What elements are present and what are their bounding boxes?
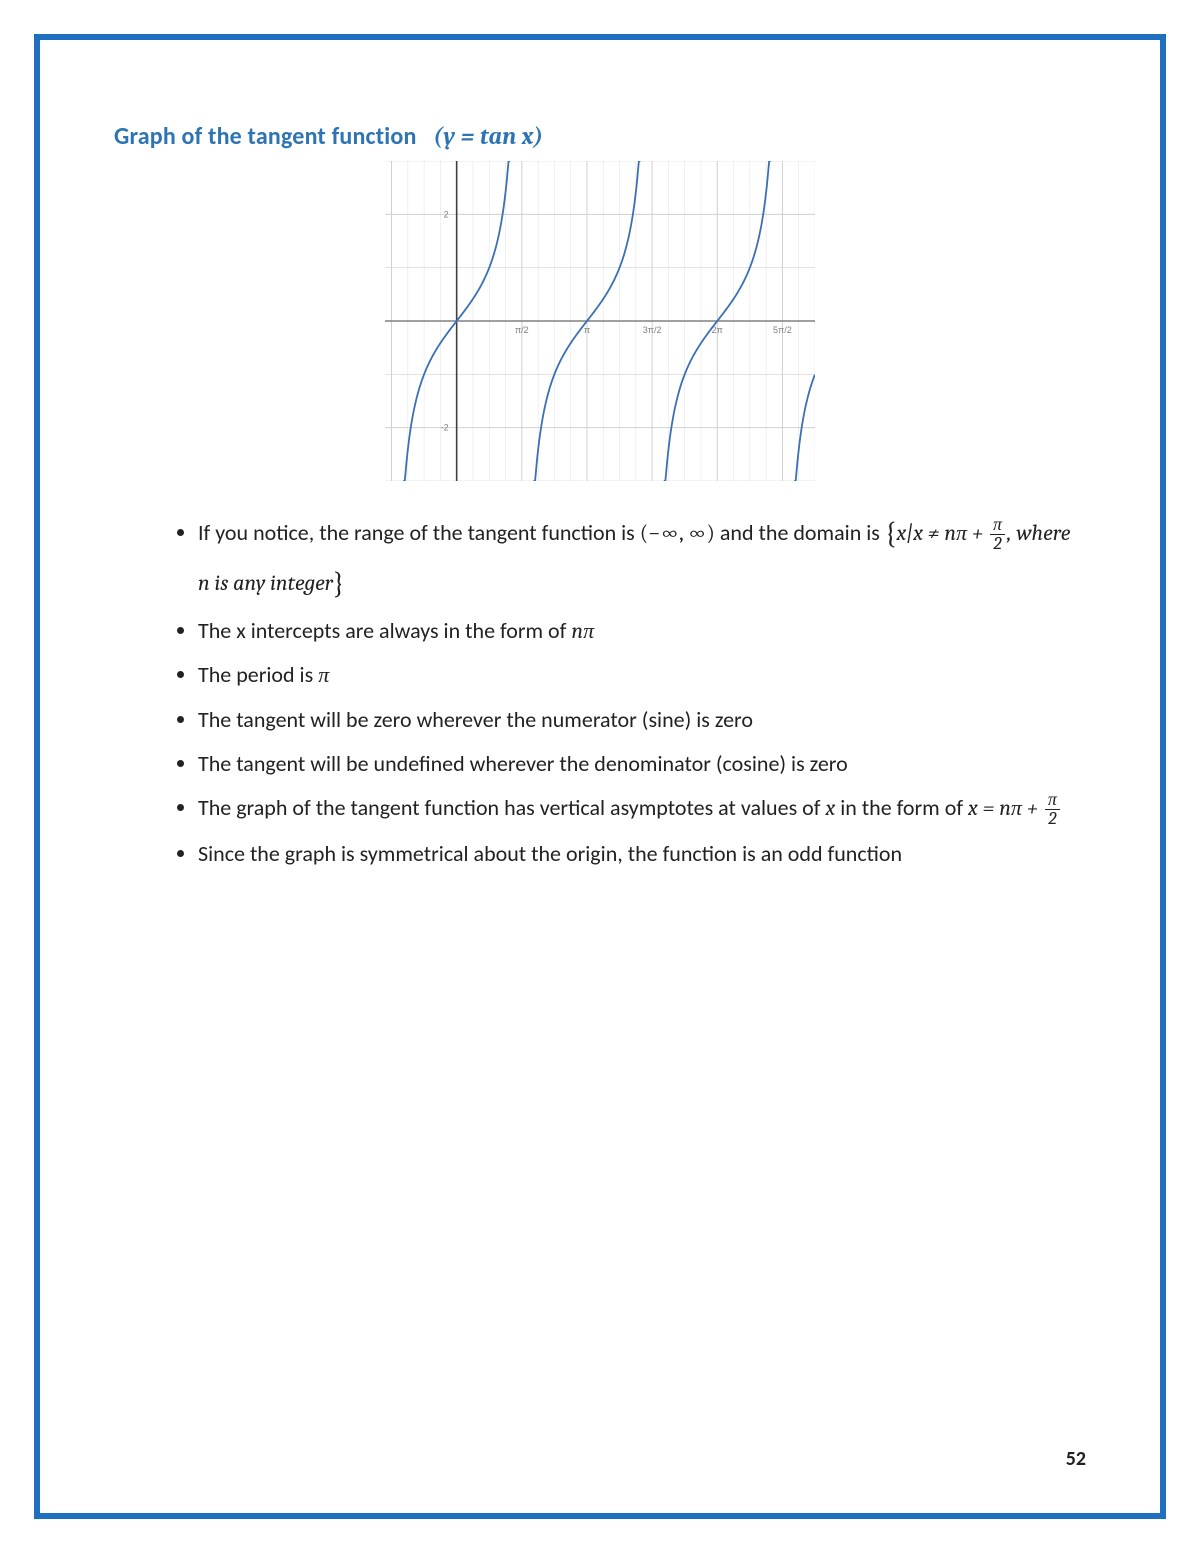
b6-text-b: in the form of — [835, 794, 968, 821]
section-heading: Graph of the tangent function (y = tan x… — [114, 122, 1086, 151]
b1-set-cond: x|x ≠ nπ + — [896, 520, 988, 546]
svg-text:3π/2: 3π/2 — [643, 325, 662, 335]
brace-open: { — [885, 516, 897, 551]
brace-close: } — [333, 566, 345, 601]
b6-math: x = nπ + — [968, 795, 1043, 821]
b3-math: π — [318, 662, 329, 688]
bullet-3: The period is π — [198, 657, 1086, 693]
b1-text-a: If you notice, the range of the tangent … — [198, 519, 640, 546]
bullet-1: If you notice, the range of the tangent … — [198, 506, 1086, 605]
frac-pi-2-a: π2 — [990, 516, 1005, 553]
svg-text:π: π — [584, 325, 590, 335]
svg-text:2: 2 — [444, 209, 449, 219]
tangent-chart: π/2π3π/22π5π/2-22 — [385, 161, 815, 481]
bullet-2: The x intercepts are always in the form … — [198, 613, 1086, 649]
svg-text:5π/2: 5π/2 — [773, 325, 792, 335]
frac-den2: 2 — [1045, 810, 1060, 828]
bullet-4: The tangent will be zero wherever the nu… — [198, 702, 1086, 738]
b1-range: (−∞, ∞) — [640, 520, 715, 546]
b2-math: nπ — [571, 618, 594, 644]
b1-text-b: and the domain is — [720, 519, 885, 546]
bullet-6: The graph of the tangent function has ve… — [198, 790, 1086, 828]
frac-pi-2-b: π2 — [1045, 791, 1060, 828]
b3-text: The period is — [198, 661, 318, 688]
b6-x: x — [825, 795, 835, 821]
bullet-list: If you notice, the range of the tangent … — [114, 506, 1086, 873]
heading-equation: (y = tan x) — [433, 122, 543, 150]
svg-text:-2: -2 — [441, 423, 449, 433]
page-outer: Graph of the tangent function (y = tan x… — [0, 0, 1200, 1553]
b2-text: The x intercepts are always in the form … — [198, 617, 571, 644]
bullet-7: Since the graph is symmetrical about the… — [198, 836, 1086, 872]
svg-text:π/2: π/2 — [515, 325, 529, 335]
bullet-5: The tangent will be undefined wherever t… — [198, 746, 1086, 782]
page-border: Graph of the tangent function (y = tan x… — [34, 34, 1166, 1519]
heading-text: Graph of the tangent function — [114, 122, 417, 151]
frac-den: 2 — [990, 535, 1005, 553]
page-number: 52 — [1066, 1447, 1086, 1471]
b6-text-a: The graph of the tangent function has ve… — [198, 794, 825, 821]
tangent-chart-container: π/2π3π/22π5π/2-22 — [114, 161, 1086, 486]
